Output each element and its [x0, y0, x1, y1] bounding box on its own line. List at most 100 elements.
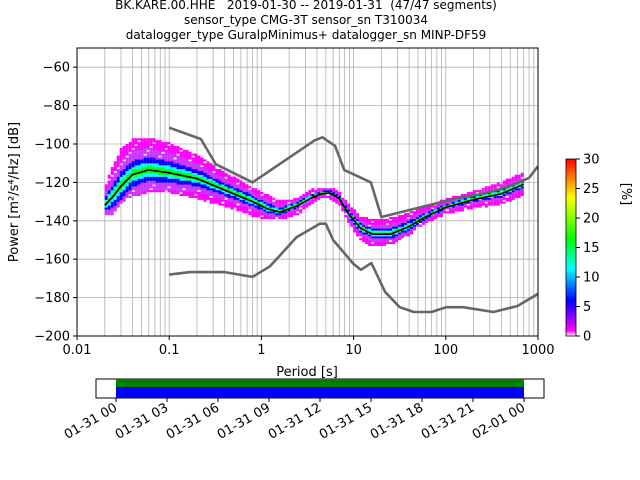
heatmap-cell [371, 236, 375, 239]
heatmap-cell [155, 155, 159, 158]
heatmap-cell [302, 205, 306, 208]
heatmap-cell [146, 138, 150, 141]
heatmap-cell [203, 163, 207, 166]
heatmap-cell [398, 220, 402, 223]
heatmap-cell [218, 201, 222, 204]
heatmap-cell [200, 188, 204, 191]
heatmap-cell [353, 211, 357, 214]
heatmap-cell [134, 168, 138, 172]
heatmap-cell [170, 147, 174, 150]
heatmap-cell [347, 218, 351, 221]
heatmap-cell [212, 199, 216, 202]
heatmap-cell [257, 201, 261, 204]
heatmap-cell [161, 182, 165, 185]
heatmap-cell [164, 153, 168, 156]
heatmap-cell [206, 174, 210, 177]
heatmap-cell [404, 222, 408, 225]
heatmap-cell [341, 207, 345, 210]
heatmap-cell [275, 199, 279, 202]
colorbar-tick-label: 25 [583, 182, 600, 197]
heatmap-cell [179, 157, 183, 160]
heatmap-cell [484, 205, 488, 208]
heatmap-cell [478, 199, 482, 202]
coverage-tick-label: 01-31 21 [419, 400, 477, 442]
heatmap-cell [185, 184, 189, 187]
heatmap-cell [344, 211, 348, 214]
heatmap-cell [209, 193, 213, 197]
heatmap-cell [161, 159, 165, 162]
heatmap-cell [266, 203, 270, 206]
heatmap-cell [418, 215, 422, 218]
heatmap-cell [392, 226, 396, 229]
heatmap-cell [116, 197, 120, 200]
heatmap-cell [442, 211, 446, 214]
heatmap-cell [245, 193, 249, 197]
heatmap-cell [356, 232, 360, 235]
heatmap-cell [176, 178, 180, 181]
heatmap-cell [116, 161, 120, 164]
heatmap-cell [284, 211, 288, 214]
heatmap-cell [113, 203, 117, 206]
heatmap-cell [179, 159, 183, 162]
heatmap-cell [266, 211, 270, 214]
heatmap-cell [158, 140, 162, 143]
heatmap-cell [308, 192, 312, 195]
colorbar-label: [%] [618, 183, 633, 206]
heatmap-cell [239, 180, 243, 183]
heatmap-cell [143, 168, 147, 172]
heatmap-cell [125, 151, 129, 154]
heatmap-cell [365, 218, 369, 221]
heatmap-cell [107, 188, 111, 191]
heatmap-cell [380, 236, 384, 239]
heatmap-cell [176, 184, 180, 187]
heatmap-cell [439, 213, 443, 216]
heatmap-cell [119, 168, 123, 172]
heatmap-cell [254, 190, 258, 193]
heatmap-cell [487, 193, 491, 197]
heatmap-cell [350, 215, 354, 218]
heatmap-cell [140, 138, 144, 141]
heatmap-cell [481, 188, 485, 191]
heatmap-cell [368, 222, 372, 225]
heatmap-cell [442, 205, 446, 208]
heatmap-cell [140, 186, 144, 189]
heatmap-cell [173, 182, 177, 185]
heatmap-cell [356, 234, 360, 237]
heatmap-cell [191, 186, 195, 189]
heatmap-cell [439, 205, 443, 208]
heatmap-cell [152, 170, 156, 173]
heatmap-cell [233, 182, 237, 185]
heatmap-cell [398, 228, 402, 231]
heatmap-cell [206, 195, 210, 198]
heatmap-cell [281, 199, 285, 202]
heatmap-cell [227, 174, 231, 177]
heatmap-cell [383, 243, 387, 246]
colorbar-tick-label: 20 [583, 212, 600, 227]
heatmap-cell [173, 188, 177, 191]
heatmap-cell [308, 195, 312, 198]
heatmap-cell [158, 174, 162, 177]
heatmap-cell [233, 184, 237, 187]
heatmap-cell [278, 203, 282, 206]
heatmap-cell [409, 226, 413, 229]
heatmap-cell [155, 170, 159, 173]
heatmap-cell [269, 207, 273, 210]
heatmap-cell [269, 213, 273, 216]
heatmap-cell [188, 161, 192, 164]
heatmap-cell [323, 188, 327, 191]
heatmap-cell [164, 182, 168, 185]
heatmap-cell [496, 201, 500, 204]
heatmap-cell [218, 184, 222, 187]
heatmap-cell [505, 192, 509, 195]
heatmap-cell [511, 192, 515, 195]
heatmap-cell [401, 230, 405, 233]
heatmap-cell [218, 168, 222, 172]
heatmap-cell [137, 149, 141, 152]
heatmap-cell [350, 211, 354, 214]
heatmap-cell [398, 234, 402, 237]
heatmap-cell [176, 174, 180, 177]
heatmap-cell [335, 199, 339, 202]
heatmap-cell [317, 195, 321, 198]
heatmap-cell [323, 195, 327, 198]
heatmap-cell [335, 193, 339, 197]
